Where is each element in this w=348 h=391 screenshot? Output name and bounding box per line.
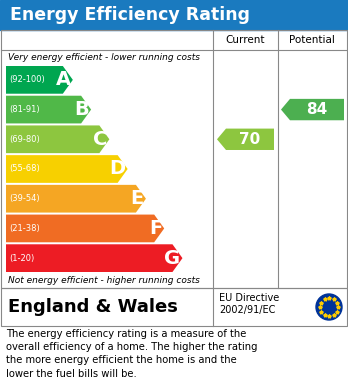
Text: The energy efficiency rating is a measure of the
overall efficiency of a home. T: The energy efficiency rating is a measur… — [6, 329, 258, 378]
Polygon shape — [217, 129, 274, 150]
Text: (69-80): (69-80) — [9, 135, 40, 144]
Text: B: B — [74, 100, 89, 119]
Polygon shape — [6, 96, 91, 124]
Bar — [0, 0, 348, 30]
Polygon shape — [6, 155, 128, 183]
Text: (39-54): (39-54) — [9, 194, 40, 203]
Text: (92-100): (92-100) — [9, 75, 45, 84]
Bar — [1, 30, 347, 288]
Text: Current: Current — [226, 35, 265, 45]
Polygon shape — [6, 66, 73, 94]
Text: Potential: Potential — [289, 35, 335, 45]
Text: 84: 84 — [306, 102, 327, 117]
Text: England & Wales: England & Wales — [8, 298, 178, 316]
Text: F: F — [149, 219, 162, 238]
Text: 70: 70 — [239, 132, 261, 147]
Text: A: A — [56, 70, 71, 90]
Text: G: G — [164, 249, 181, 268]
Text: E: E — [130, 189, 144, 208]
Text: EU Directive
2002/91/EC: EU Directive 2002/91/EC — [219, 293, 279, 315]
Text: (21-38): (21-38) — [9, 224, 40, 233]
Text: Not energy efficient - higher running costs: Not energy efficient - higher running co… — [8, 276, 200, 285]
Text: C: C — [93, 130, 108, 149]
Polygon shape — [6, 126, 109, 153]
Text: (55-68): (55-68) — [9, 165, 40, 174]
Text: Energy Efficiency Rating: Energy Efficiency Rating — [10, 6, 250, 24]
Polygon shape — [6, 244, 182, 272]
Text: (81-91): (81-91) — [9, 105, 40, 114]
Polygon shape — [281, 99, 344, 120]
Text: Very energy efficient - lower running costs: Very energy efficient - lower running co… — [8, 53, 200, 62]
Bar — [1, 288, 347, 326]
Polygon shape — [6, 185, 146, 213]
Text: D: D — [110, 160, 126, 179]
Text: (1-20): (1-20) — [9, 254, 34, 263]
Polygon shape — [6, 215, 164, 242]
Circle shape — [316, 294, 342, 320]
